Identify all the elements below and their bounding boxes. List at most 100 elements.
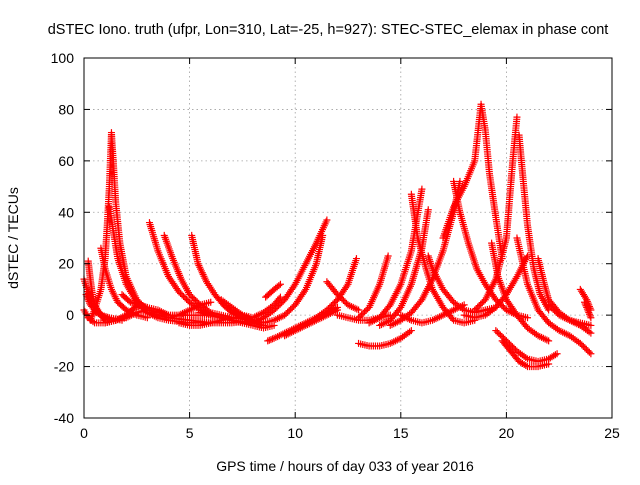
- data-point: [288, 304, 296, 312]
- data-points: [80, 100, 595, 371]
- data-point: [472, 305, 480, 313]
- data-point: [551, 307, 559, 315]
- y-tick-label: -20: [54, 359, 74, 375]
- data-point: [287, 305, 295, 313]
- data-point: [282, 310, 290, 318]
- data-point: [343, 282, 351, 290]
- data-point: [187, 292, 195, 300]
- data-point: [178, 291, 186, 299]
- data-point: [276, 293, 284, 301]
- data-point: [183, 295, 191, 303]
- y-tick-label: 60: [58, 153, 74, 169]
- data-point: [268, 335, 276, 343]
- data-point: [88, 313, 96, 321]
- data-point: [177, 289, 185, 297]
- data-point: [285, 307, 293, 315]
- data-point: [586, 312, 594, 320]
- data-point: [355, 306, 363, 314]
- data-point: [327, 302, 335, 310]
- data-track: [228, 293, 284, 322]
- data-point: [587, 321, 595, 329]
- data-track: [355, 252, 392, 322]
- data-point: [284, 308, 292, 316]
- data-point: [583, 303, 591, 311]
- data-track: [323, 278, 363, 314]
- data-track: [355, 327, 415, 350]
- data-point: [336, 294, 344, 302]
- data-point: [493, 328, 501, 336]
- data-track: [488, 239, 553, 345]
- data-point: [384, 252, 392, 260]
- data-point: [333, 291, 341, 299]
- data-point: [323, 216, 331, 224]
- data-point: [474, 303, 482, 311]
- data-point: [584, 307, 592, 315]
- data-point: [546, 302, 554, 310]
- data-point: [84, 296, 92, 304]
- data-track: [407, 190, 479, 327]
- data-point: [549, 305, 557, 313]
- data-point: [89, 309, 97, 317]
- data-track: [498, 337, 553, 371]
- data-point: [587, 314, 595, 322]
- data-point: [86, 316, 94, 324]
- data-point: [352, 255, 360, 263]
- data-point: [496, 331, 504, 339]
- axis-ticks: 0 5 10 15 20 25 -40 -20 0 20 40 60 80 100: [51, 50, 620, 441]
- data-point: [587, 350, 595, 358]
- data-point: [545, 337, 553, 345]
- data-point: [341, 298, 349, 306]
- x-tick-label: 0: [80, 425, 88, 441]
- y-tick-label: 0: [66, 307, 74, 323]
- data-point: [186, 291, 194, 299]
- data-point: [545, 360, 553, 368]
- data-point: [359, 309, 367, 317]
- x-tick-label: 20: [499, 425, 515, 441]
- data-point: [587, 329, 595, 337]
- data-point: [273, 303, 281, 311]
- x-tick-label: 5: [186, 425, 194, 441]
- data-track: [84, 257, 126, 324]
- data-point: [276, 280, 284, 288]
- data-point: [88, 311, 96, 319]
- data-point: [492, 327, 500, 335]
- data-point: [189, 294, 197, 302]
- data-point: [513, 113, 521, 121]
- data-point: [579, 342, 587, 350]
- data-point: [548, 304, 556, 312]
- y-tick-label: 20: [58, 256, 74, 272]
- data-point: [326, 303, 334, 311]
- data-point: [553, 350, 561, 358]
- y-axis-label: dSTEC / TECUs: [5, 187, 21, 289]
- data-point: [275, 302, 283, 310]
- y-tick-label: 40: [58, 204, 74, 220]
- data-point: [471, 306, 479, 314]
- data-point: [475, 302, 483, 310]
- data-point: [585, 310, 593, 318]
- data-point: [207, 298, 215, 306]
- data-point: [495, 330, 503, 338]
- data-point: [281, 311, 289, 319]
- data-point: [492, 296, 500, 304]
- data-track: [581, 298, 595, 322]
- data-point: [362, 306, 370, 314]
- chart-title: dSTEC Iono. truth (ufpr, Lon=310, Lat=-2…: [48, 22, 609, 38]
- data-track: [424, 252, 500, 317]
- data-point: [576, 339, 584, 347]
- data-point: [424, 206, 432, 214]
- data-point: [278, 299, 286, 307]
- data-point: [276, 300, 284, 308]
- data-point: [335, 292, 343, 300]
- data-point: [395, 305, 403, 313]
- x-axis-label: GPS time / hours of day 033 of year 2016: [216, 458, 474, 474]
- data-point: [552, 308, 560, 316]
- data-point: [582, 302, 590, 310]
- x-tick-label: 10: [287, 425, 303, 441]
- data-point: [522, 362, 530, 370]
- data-point: [90, 308, 98, 316]
- data-point: [583, 305, 591, 313]
- data-point: [355, 314, 363, 322]
- data-point: [324, 305, 332, 313]
- data-point: [180, 292, 188, 300]
